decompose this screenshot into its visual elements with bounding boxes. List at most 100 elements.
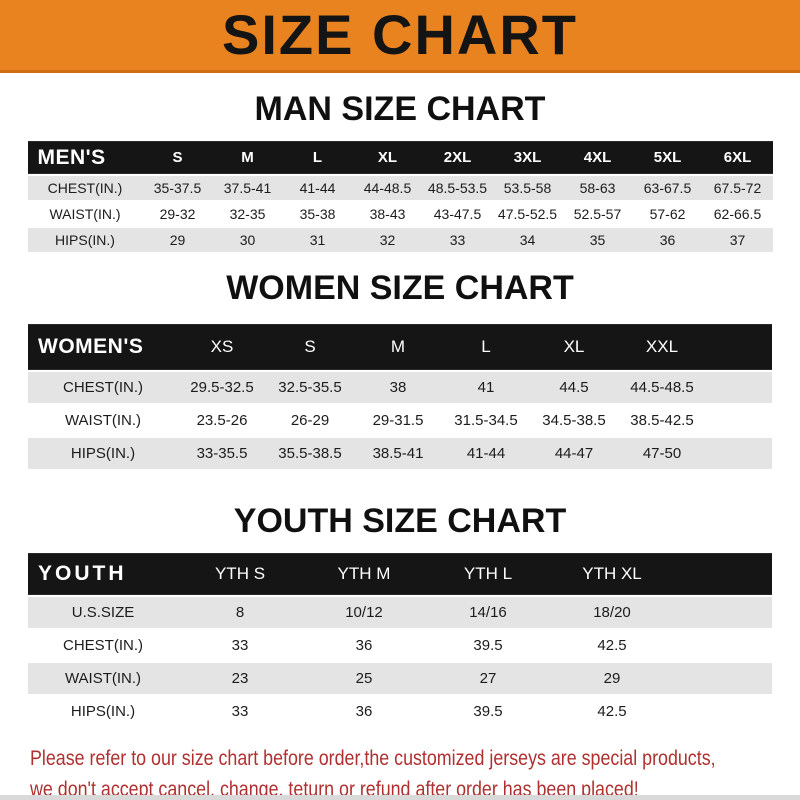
size-value-cell: 29 — [550, 663, 674, 694]
size-value-cell: 39.5 — [426, 630, 550, 661]
size-value-cell: 47-50 — [618, 438, 706, 469]
size-value-cell: 32-35 — [212, 202, 283, 226]
size-column-header: L — [442, 324, 530, 370]
size-value-cell: 27 — [426, 663, 550, 694]
size-column-header: 5XL — [632, 141, 703, 174]
table-row: WAIST(IN.) 23 25 27 29 — [28, 663, 772, 694]
size-value-cell: 34.5-38.5 — [530, 405, 618, 436]
row-label: CHEST(IN.) — [28, 630, 178, 661]
size-value-cell: 41-44 — [282, 176, 353, 200]
row-spacer — [706, 405, 772, 436]
size-table: YOUTH YTH S YTH M YTH L YTH XL U.S.SIZE 8 10/12… — [28, 551, 772, 729]
size-value-cell: 38 — [354, 372, 442, 403]
size-value-cell: 38-43 — [352, 202, 423, 226]
size-value-cell: 33 — [178, 696, 302, 727]
size-column-header: XL — [530, 324, 618, 370]
size-value-cell: 33 — [178, 630, 302, 661]
size-value-cell: 29.5-32.5 — [178, 372, 266, 403]
size-value-cell: 33-35.5 — [178, 438, 266, 469]
table-row: CHEST(IN.) 29.5-32.5 32.5-35.5 38 41 44.5 44.5… — [28, 372, 772, 403]
row-spacer — [706, 438, 772, 469]
size-value-cell: 26-29 — [266, 405, 354, 436]
size-value-cell: 34 — [492, 228, 563, 252]
size-value-cell: 32 — [352, 228, 423, 252]
row-spacer — [674, 597, 772, 628]
row-spacer — [674, 630, 772, 661]
size-value-cell: 8 — [178, 597, 302, 628]
table-group-label: YOUTH — [28, 553, 178, 595]
row-label: CHEST(IN.) — [27, 176, 143, 200]
size-chart-section: WOMEN SIZE CHART WOMEN'S XS S M L XL XXL CHEST(I… — [0, 268, 800, 471]
size-value-cell: 67.5-72 — [702, 176, 773, 200]
bottom-edge-strip — [0, 795, 800, 800]
size-value-cell: 47.5-52.5 — [492, 202, 563, 226]
header-spacer — [706, 324, 772, 370]
size-column-header: YTH S — [178, 553, 302, 595]
size-column-header: YTH M — [302, 553, 426, 595]
size-value-cell: 38.5-41 — [354, 438, 442, 469]
size-column-header: XS — [178, 324, 266, 370]
size-value-cell: 42.5 — [550, 696, 674, 727]
disclaimer-note: Please refer to our size chart before or… — [30, 743, 800, 800]
size-value-cell: 39.5 — [426, 696, 550, 727]
table-header-bar: YOUTH YTH S YTH M YTH L YTH XL — [28, 553, 772, 595]
size-value-cell: 33 — [422, 228, 493, 252]
size-value-cell: 25 — [302, 663, 426, 694]
row-label: WAIST(IN.) — [28, 663, 178, 694]
size-value-cell: 32.5-35.5 — [266, 372, 354, 403]
size-value-cell: 58-63 — [562, 176, 633, 200]
section-heading: WOMEN SIZE CHART — [226, 269, 574, 307]
size-column-header: 2XL — [422, 141, 493, 174]
note-line-1: Please refer to our size chart before or… — [30, 747, 716, 770]
table-row: U.S.SIZE 8 10/12 14/16 18/20 — [28, 597, 772, 628]
size-value-cell: 10/12 — [302, 597, 426, 628]
size-column-header: S — [142, 141, 213, 174]
size-value-cell: 44-47 — [530, 438, 618, 469]
size-value-cell: 48.5-53.5 — [422, 176, 493, 200]
size-column-header: XL — [352, 141, 423, 174]
size-value-cell: 23 — [178, 663, 302, 694]
table-header-bar: WOMEN'S XS S M L XL XXL — [28, 324, 772, 370]
size-value-cell: 31 — [282, 228, 353, 252]
row-spacer — [706, 372, 772, 403]
size-value-cell: 29-31.5 — [354, 405, 442, 436]
size-value-cell: 52.5-57 — [562, 202, 633, 226]
table-header-bar: MEN'S S M L XL 2XL 3XL 4XL 5XL 6XL — [27, 141, 773, 174]
row-label: U.S.SIZE — [28, 597, 178, 628]
size-value-cell: 37.5-41 — [212, 176, 283, 200]
size-value-cell: 44.5-48.5 — [618, 372, 706, 403]
page-title: SIZE CHART — [222, 3, 578, 66]
size-value-cell: 57-62 — [632, 202, 703, 226]
size-value-cell: 29-32 — [142, 202, 213, 226]
note-line-2: we don't accept cancel, change, teturn o… — [30, 778, 639, 800]
size-value-cell: 30 — [212, 228, 283, 252]
size-table: MEN'S S M L XL 2XL 3XL 4XL 5XL 6XL CHEST(IN.) 35-37… — [27, 139, 773, 254]
size-value-cell: 31.5-34.5 — [442, 405, 530, 436]
table-row: WAIST(IN.) 29-32 32-35 35-38 38-43 43-47.5 47.… — [27, 202, 773, 226]
size-column-header: L — [282, 141, 353, 174]
table-row: CHEST(IN.) 33 36 39.5 42.5 — [28, 630, 772, 661]
size-column-header: 3XL — [492, 141, 563, 174]
size-value-cell: 35-37.5 — [142, 176, 213, 200]
size-value-cell: 44-48.5 — [352, 176, 423, 200]
table-row: CHEST(IN.) 35-37.5 37.5-41 41-44 44-48.5 48.5… — [27, 176, 773, 200]
size-value-cell: 14/16 — [426, 597, 550, 628]
size-column-header: 4XL — [562, 141, 633, 174]
row-label: WAIST(IN.) — [27, 202, 143, 226]
size-value-cell: 44.5 — [530, 372, 618, 403]
size-value-cell: 23.5-26 — [178, 405, 266, 436]
section-heading: YOUTH SIZE CHART — [233, 502, 567, 540]
row-label: HIPS(IN.) — [28, 438, 178, 469]
size-value-cell: 29 — [142, 228, 213, 252]
table-row: HIPS(IN.) 33-35.5 35.5-38.5 38.5-41 41-44 44-… — [28, 438, 772, 469]
table-group-label: WOMEN'S — [28, 324, 178, 370]
table-row: WAIST(IN.) 23.5-26 26-29 29-31.5 31.5-34.5 34… — [28, 405, 772, 436]
header-spacer — [674, 553, 772, 595]
size-chart-section: MAN SIZE CHART MEN'S S M L XL 2XL 3XL 4XL 5XL 6XL C… — [0, 89, 800, 254]
size-column-header: S — [266, 324, 354, 370]
size-chart-section: YOUTH SIZE CHART YOUTH YTH S YTH M YTH L YTH … — [0, 501, 800, 729]
size-column-header: YTH XL — [550, 553, 674, 595]
table-row: HIPS(IN.) 29 30 31 32 33 34 35 36 37 — [27, 228, 773, 252]
sections-container: MAN SIZE CHART MEN'S S M L XL 2XL 3XL 4XL 5XL 6XL C… — [0, 89, 800, 729]
